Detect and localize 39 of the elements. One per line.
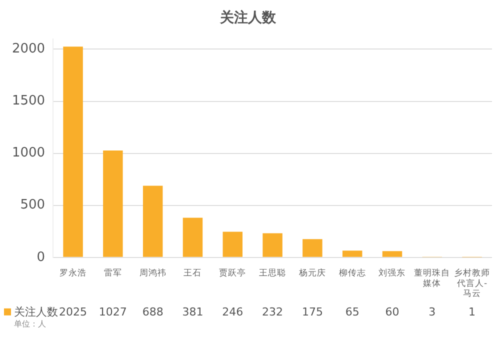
y-tick-label: 500 — [20, 198, 46, 213]
data-label: 688 — [142, 305, 164, 318]
text: 单位：人 — [14, 319, 46, 328]
x-tick-label: 董明珠自媒体 — [414, 268, 450, 289]
x-tick-label: 刘强东 — [378, 268, 406, 279]
x-tick-label: 柳传志 — [338, 268, 366, 279]
bar — [222, 232, 243, 257]
data-label: 381 — [182, 305, 204, 318]
x-tick-label: 王思聪 — [259, 268, 286, 279]
bar — [142, 186, 163, 257]
data-label: 232 — [262, 305, 284, 318]
x-tick-label: 杨元庆 — [298, 268, 326, 279]
legend-label: 关注人数 — [14, 305, 58, 318]
bar — [63, 46, 83, 257]
data-label: 1 — [468, 305, 476, 318]
x-tick-label: 乡村教师代言人-马云 — [454, 268, 490, 300]
bar — [382, 251, 402, 257]
x-tick-label: 贾跃亭 — [219, 268, 246, 279]
x-tick-label: 罗永浩 — [60, 268, 87, 279]
bar — [182, 218, 203, 257]
bar — [302, 239, 322, 257]
y-tick-label: 1000 — [12, 146, 46, 161]
bar — [342, 250, 362, 257]
data-label: 2025 — [59, 305, 88, 318]
y-tick-label: 1500 — [12, 94, 46, 109]
data-label: 1027 — [98, 305, 127, 318]
x-tick-label: 王石 — [184, 268, 202, 279]
data-label: 3 — [428, 305, 436, 318]
x-tick-label: 周鸿祎 — [139, 268, 166, 279]
data-label: 175 — [302, 305, 323, 318]
y-tick-label: 0 — [36, 250, 46, 265]
y-tick-label: 2000 — [12, 42, 46, 57]
chart-title: 关注人数 — [219, 9, 277, 26]
bar — [103, 150, 123, 257]
bar — [262, 233, 282, 257]
data-label: 60 — [385, 305, 400, 318]
x-tick-label: 雷军 — [104, 268, 122, 279]
data-label: 246 — [222, 305, 244, 318]
data-label: 65 — [345, 305, 360, 318]
